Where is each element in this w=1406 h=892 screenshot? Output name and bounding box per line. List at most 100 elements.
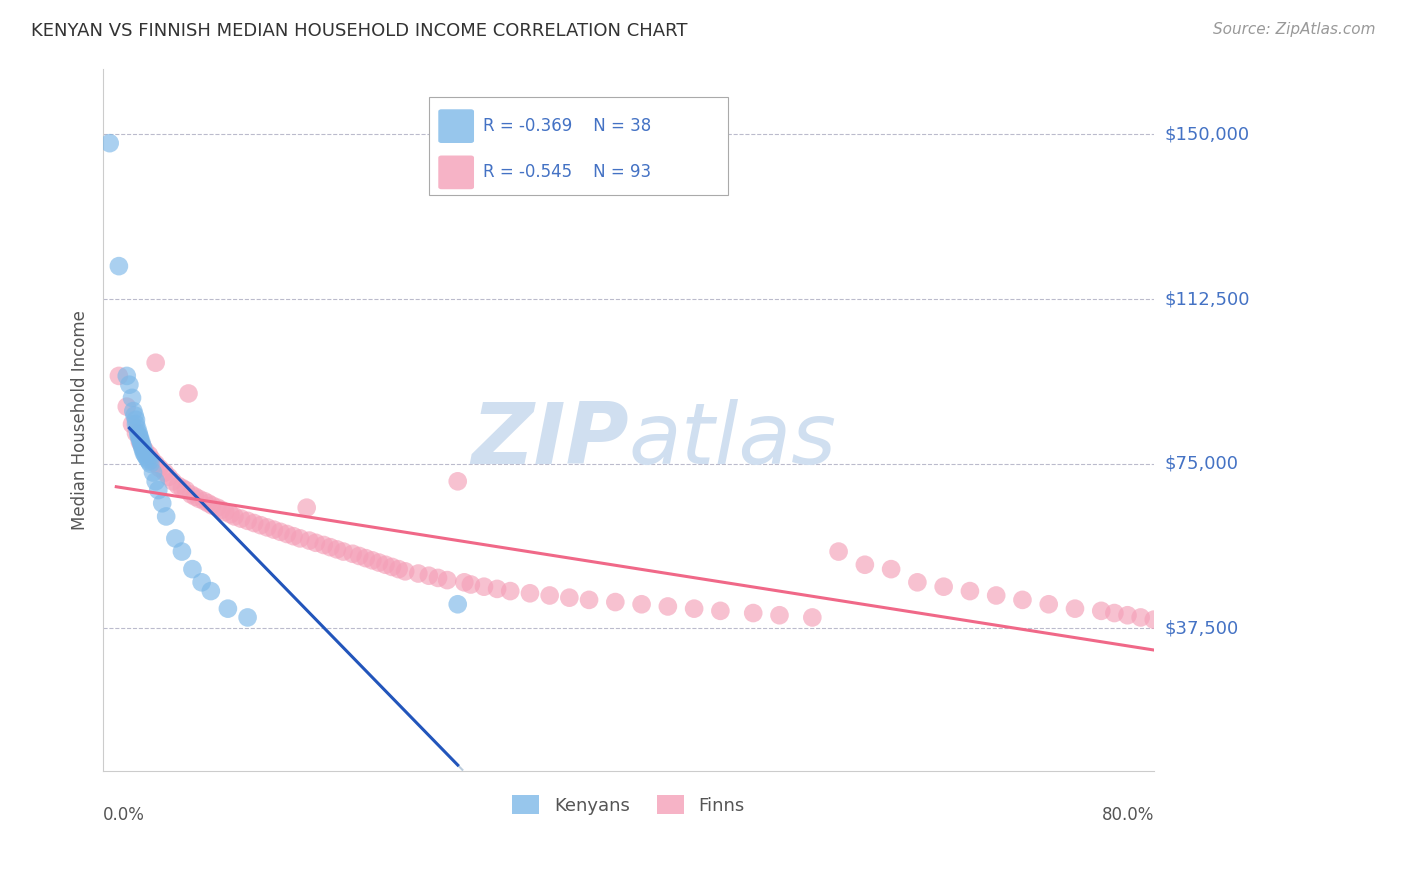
Point bbox=[129, 437, 152, 451]
Point bbox=[768, 608, 790, 623]
Point bbox=[1090, 604, 1112, 618]
Point bbox=[499, 584, 522, 599]
Point bbox=[312, 538, 335, 552]
Point bbox=[108, 259, 131, 273]
Point bbox=[827, 544, 849, 558]
Point bbox=[1064, 601, 1087, 615]
Point bbox=[801, 610, 824, 624]
Point bbox=[165, 532, 187, 546]
Point bbox=[131, 439, 153, 453]
Point bbox=[118, 377, 141, 392]
Point bbox=[157, 470, 180, 484]
Text: KENYAN VS FINNISH MEDIAN HOUSEHOLD INCOME CORRELATION CHART: KENYAN VS FINNISH MEDIAN HOUSEHOLD INCOM… bbox=[31, 22, 688, 40]
Point bbox=[188, 491, 211, 506]
Point bbox=[236, 610, 259, 624]
Point bbox=[153, 466, 176, 480]
Point bbox=[453, 575, 475, 590]
Point bbox=[217, 601, 239, 615]
FancyBboxPatch shape bbox=[439, 155, 474, 189]
Point bbox=[388, 562, 411, 576]
Point bbox=[181, 562, 204, 576]
Point bbox=[288, 532, 311, 546]
Point bbox=[207, 500, 229, 515]
Point bbox=[141, 452, 163, 467]
Text: ZIP: ZIP bbox=[471, 400, 628, 483]
Point bbox=[305, 536, 328, 550]
Point bbox=[219, 508, 242, 522]
Point bbox=[1104, 606, 1126, 620]
Point bbox=[197, 496, 219, 510]
Point bbox=[125, 413, 148, 427]
Point bbox=[122, 404, 145, 418]
Point bbox=[932, 580, 955, 594]
Point bbox=[295, 500, 318, 515]
Point bbox=[138, 448, 160, 462]
Point bbox=[408, 566, 430, 581]
Point bbox=[121, 391, 143, 405]
Point bbox=[361, 553, 384, 567]
Point bbox=[243, 516, 266, 530]
Text: R = -0.545    N = 93: R = -0.545 N = 93 bbox=[484, 163, 651, 181]
Point bbox=[167, 479, 190, 493]
Point bbox=[447, 475, 470, 489]
Point bbox=[657, 599, 679, 614]
Point bbox=[145, 457, 167, 471]
Point bbox=[170, 481, 193, 495]
Point bbox=[177, 386, 200, 401]
Point bbox=[121, 417, 143, 432]
Point bbox=[332, 544, 354, 558]
Y-axis label: Median Household Income: Median Household Income bbox=[72, 310, 89, 530]
Point bbox=[269, 524, 291, 539]
Point bbox=[374, 558, 396, 572]
Point bbox=[201, 499, 224, 513]
Point bbox=[326, 542, 349, 557]
Point bbox=[128, 425, 150, 440]
Point bbox=[853, 558, 876, 572]
Point bbox=[124, 409, 146, 423]
Point bbox=[190, 575, 212, 590]
Point bbox=[125, 417, 148, 432]
Point bbox=[131, 439, 153, 453]
Text: 0.0%: 0.0% bbox=[103, 806, 145, 824]
Point bbox=[578, 593, 600, 607]
Point bbox=[959, 584, 981, 599]
Point bbox=[381, 560, 404, 574]
Point bbox=[709, 604, 731, 618]
Point bbox=[224, 509, 246, 524]
Point bbox=[605, 595, 627, 609]
Text: $150,000: $150,000 bbox=[1166, 126, 1250, 144]
Text: $37,500: $37,500 bbox=[1166, 619, 1239, 638]
Point bbox=[162, 475, 184, 489]
Point bbox=[460, 577, 482, 591]
Point bbox=[139, 457, 162, 471]
Point bbox=[1143, 613, 1166, 627]
Point bbox=[209, 503, 232, 517]
Point bbox=[394, 565, 416, 579]
Point bbox=[98, 136, 121, 151]
Point bbox=[486, 582, 509, 596]
Point bbox=[132, 443, 155, 458]
Point bbox=[742, 606, 765, 620]
Point bbox=[134, 443, 156, 458]
Point bbox=[129, 434, 152, 449]
Point bbox=[256, 520, 278, 534]
Point bbox=[155, 509, 177, 524]
Legend: Kenyans, Finns: Kenyans, Finns bbox=[505, 788, 752, 822]
Point bbox=[1129, 610, 1152, 624]
Point bbox=[368, 556, 391, 570]
Point bbox=[683, 601, 706, 615]
Point bbox=[200, 584, 222, 599]
Text: atlas: atlas bbox=[628, 400, 837, 483]
Point bbox=[436, 573, 458, 587]
Point bbox=[283, 529, 305, 543]
Point bbox=[986, 589, 1008, 603]
Point bbox=[134, 448, 156, 462]
Point bbox=[128, 428, 150, 442]
Point bbox=[127, 422, 149, 436]
Point bbox=[538, 589, 561, 603]
Point bbox=[319, 540, 342, 554]
Point bbox=[1011, 593, 1033, 607]
Point bbox=[135, 450, 157, 465]
Text: 80.0%: 80.0% bbox=[1101, 806, 1154, 824]
Point bbox=[132, 446, 155, 460]
